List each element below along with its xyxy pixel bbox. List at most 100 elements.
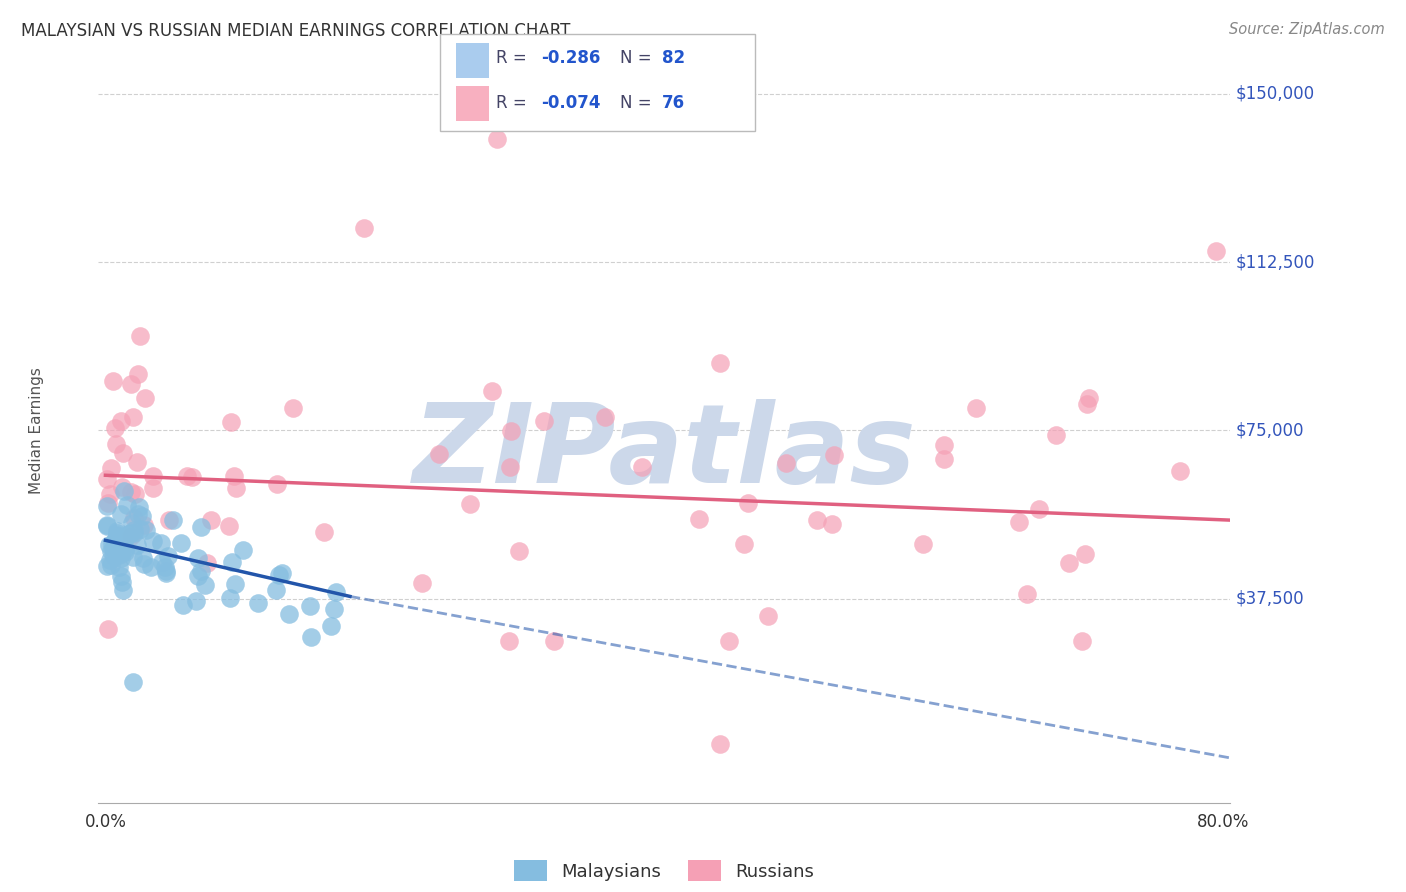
Point [218,519,240,533]
Point [194,578,217,592]
Point [105,526,128,541]
Point [157,513,180,527]
Point [108,559,131,574]
Point [266,477,288,491]
Point [111,446,134,460]
Point [96,558,118,573]
Point [134,392,156,406]
Point [100,552,122,566]
Point [98,538,121,552]
Point [127,508,149,522]
Text: $37,500: $37,500 [1236,590,1305,607]
Point [103,374,125,388]
Point [427,447,450,461]
Point [269,567,291,582]
Text: $112,500: $112,500 [1236,253,1315,271]
Point [824,448,846,462]
Point [195,557,218,571]
Point [222,468,245,483]
Point [108,536,131,550]
Point [107,538,129,552]
Point [219,591,242,606]
Point [187,569,209,583]
Point [499,460,522,475]
Point [965,401,987,415]
Point [283,401,305,415]
Text: N =: N = [620,94,657,112]
Point [224,577,246,591]
Point [96,517,118,532]
Point [103,542,125,557]
Point [322,602,344,616]
Point [120,376,142,391]
Point [1045,428,1067,442]
Text: 82: 82 [662,49,685,67]
Point [460,497,482,511]
Point [104,533,127,548]
Point [122,550,145,565]
Point [155,564,177,578]
Point [120,529,142,543]
Text: 76: 76 [662,94,685,112]
Point [100,460,122,475]
Point [132,517,155,532]
Text: R =: R = [496,94,533,112]
Point [1008,515,1031,529]
Point [117,527,139,541]
Point [114,545,136,559]
Point [775,456,797,470]
Text: $150,000: $150,000 [1236,85,1315,103]
Text: -0.286: -0.286 [541,49,600,67]
Point [631,460,654,475]
Point [353,221,375,235]
Point [122,511,145,525]
Point [105,528,128,542]
Point [103,549,125,563]
Point [271,566,294,581]
Point [120,485,142,500]
Point [127,538,149,552]
Point [1059,556,1081,570]
Point [176,468,198,483]
Point [1168,464,1191,478]
Point [122,409,145,424]
Text: $75,000: $75,000 [1236,421,1305,440]
Point [221,555,243,569]
Point [411,576,433,591]
Point [277,607,299,622]
Point [186,594,208,608]
Point [96,519,118,533]
Point [170,536,193,550]
Point [132,551,155,566]
Point [111,583,134,598]
Point [1071,634,1094,648]
Point [108,549,131,563]
Text: MALAYSIAN VS RUSSIAN MEDIAN EARNINGS CORRELATION CHART: MALAYSIAN VS RUSSIAN MEDIAN EARNINGS COR… [21,22,571,40]
Point [200,513,222,527]
Point [110,569,132,583]
Point [187,551,209,566]
Point [124,487,146,501]
Point [111,530,134,544]
Point [508,544,530,558]
Point [543,634,565,648]
Point [181,470,204,484]
Point [498,634,520,648]
Point [96,472,118,486]
Point [114,541,136,556]
Point [142,534,165,549]
Point [115,498,138,512]
Point [129,329,152,343]
Point [737,496,759,510]
Point [232,542,254,557]
Point [101,537,124,551]
Point [110,414,132,428]
Point [134,558,156,572]
Point [709,738,731,752]
Point [97,496,120,510]
Point [932,451,955,466]
Point [142,481,165,495]
Point [1205,244,1227,258]
Point [934,437,956,451]
Point [111,531,134,545]
